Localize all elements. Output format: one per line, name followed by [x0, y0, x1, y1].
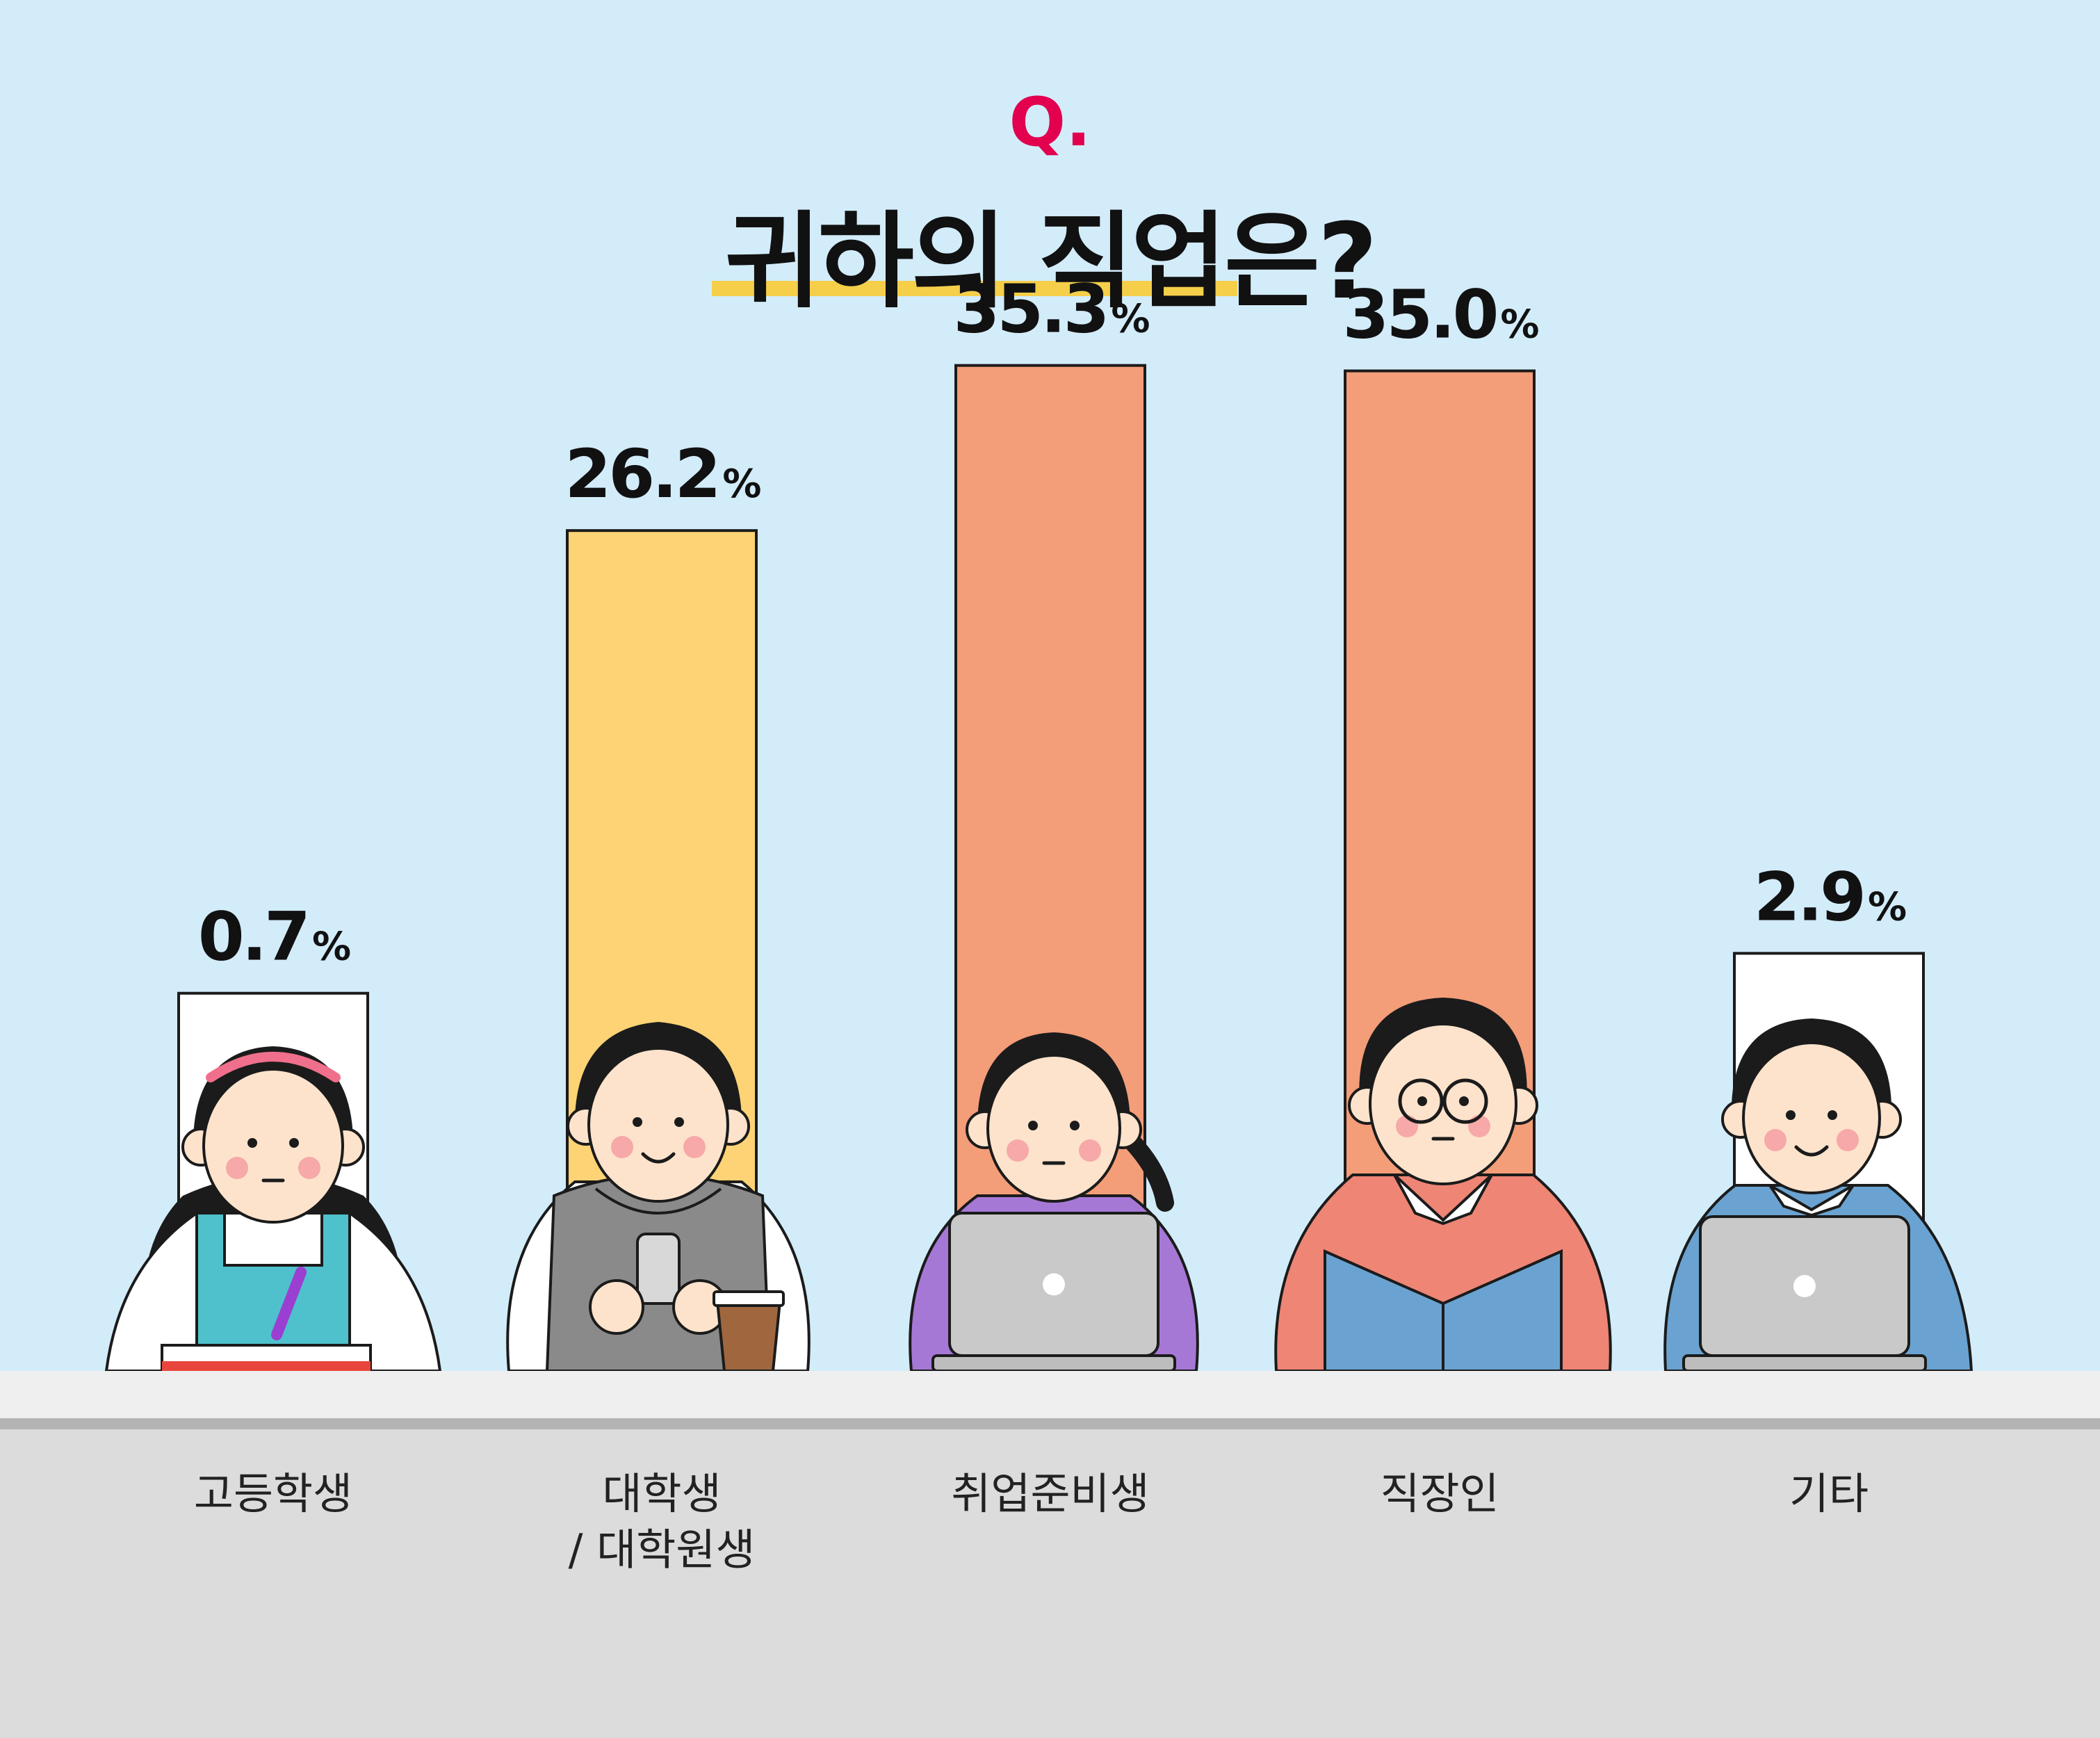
category-label: 취업준비생	[951, 1468, 1149, 1519]
desk-edge	[0, 1418, 2100, 1429]
blush	[226, 1157, 248, 1179]
eye	[633, 1117, 642, 1127]
value-label: 26.2%	[565, 435, 761, 513]
eye	[1417, 1096, 1427, 1106]
blush	[1007, 1139, 1029, 1162]
laptop-base	[931, 1354, 1176, 1372]
laptop-base	[1682, 1354, 1927, 1372]
category-label: 직장인	[1380, 1468, 1499, 1519]
eye	[1070, 1121, 1080, 1130]
category-labels: 고등학생 대학생 / 대학원생 취업준비생 직장인 기타	[194, 1468, 1869, 1575]
student-writing-icon	[104, 1046, 442, 1372]
pen	[271, 1267, 307, 1340]
mouth	[641, 1152, 676, 1164]
value-label: 35.0%	[1343, 276, 1539, 354]
face	[587, 1047, 729, 1203]
glasses-lens	[1442, 1078, 1488, 1124]
category-label: 고등학생	[194, 1468, 352, 1519]
value-label: 2.9%	[1754, 858, 1906, 936]
category-label: 대학생 / 대학원생	[569, 1468, 756, 1575]
desk-front	[0, 1429, 2100, 1738]
laptop-logo	[1043, 1273, 1065, 1296]
coffee-cup	[715, 1300, 782, 1372]
coffee-lid	[713, 1290, 785, 1307]
question-prefix: Q.	[1009, 83, 1091, 161]
eye	[1028, 1121, 1038, 1130]
eye	[1459, 1096, 1469, 1106]
book-cover	[162, 1361, 371, 1371]
office-worker-reading-icon	[1274, 998, 1612, 1372]
laptop-logo	[1793, 1275, 1816, 1297]
value-label: 35.3%	[954, 270, 1150, 348]
face	[1742, 1041, 1881, 1194]
mouth	[1794, 1145, 1829, 1157]
blush	[1764, 1129, 1786, 1151]
headband	[206, 1052, 341, 1082]
student-phone-coffee-icon	[506, 1022, 811, 1372]
desk	[0, 1371, 2100, 1738]
job-seeker-laptop-icon	[909, 1032, 1199, 1372]
eye	[674, 1117, 684, 1127]
glasses-lens	[1398, 1078, 1444, 1124]
illustrations	[104, 998, 1973, 1372]
phone	[636, 1233, 681, 1305]
eye	[289, 1138, 299, 1148]
blush	[298, 1157, 320, 1179]
collar	[1393, 1173, 1493, 1226]
page-title: 귀하의 직업은?	[724, 202, 1378, 323]
category-label: 기타	[1789, 1468, 1869, 1519]
face	[986, 1054, 1121, 1203]
person-laptop-icon	[1663, 1018, 1973, 1372]
collar	[1768, 1184, 1855, 1217]
eye	[247, 1138, 257, 1148]
value-label: 0.7%	[198, 898, 350, 976]
hood	[594, 1187, 722, 1215]
desk-top	[0, 1371, 2100, 1418]
blush	[611, 1136, 633, 1158]
face	[202, 1068, 344, 1224]
blush	[683, 1136, 706, 1158]
blush	[1079, 1139, 1101, 1162]
title-underline	[712, 281, 1237, 296]
eye	[1828, 1110, 1837, 1120]
eye	[1786, 1110, 1796, 1120]
hand	[589, 1279, 644, 1335]
blush	[1837, 1129, 1859, 1151]
